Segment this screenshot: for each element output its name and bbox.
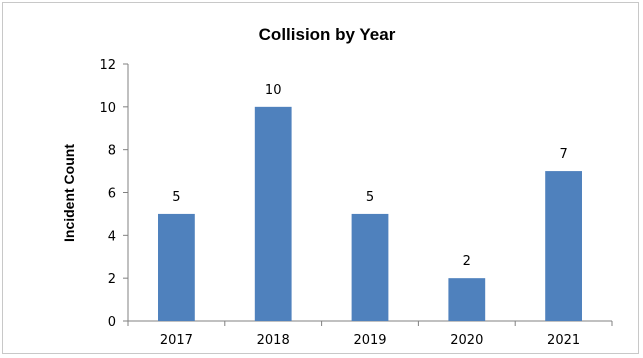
- x-tick-labels: 2017 2018 2019 2020 2021: [160, 333, 580, 348]
- bar: [254, 106, 292, 321]
- y-tick-label: 4: [108, 229, 116, 244]
- x-tick-label: 2020: [450, 333, 483, 348]
- chart-title: Collision by Year: [259, 25, 396, 44]
- data-label: 2: [463, 254, 471, 269]
- chart-frame: [2, 2, 639, 354]
- bars: [158, 106, 582, 321]
- y-axis-label: Incident Count: [61, 144, 77, 242]
- x-tick-label: 2021: [547, 333, 580, 348]
- y-tick-label: 8: [108, 144, 116, 159]
- y-tick-label: 12: [99, 58, 116, 73]
- bar: [448, 278, 486, 321]
- x-tick-label: 2019: [353, 333, 386, 348]
- y-tick-label: 2: [108, 272, 116, 287]
- data-label: 7: [559, 147, 567, 162]
- data-label: 10: [265, 83, 282, 98]
- y-tick-labels: 0 2 4 6 8 10 12: [99, 58, 116, 330]
- data-label: 5: [172, 190, 180, 205]
- x-tick-label: 2017: [160, 333, 193, 348]
- y-tick-label: 6: [108, 187, 116, 202]
- data-label: 5: [366, 190, 374, 205]
- bar: [545, 171, 582, 321]
- y-tick-label: 10: [99, 101, 116, 116]
- y-tick-label: 0: [108, 315, 116, 330]
- data-labels: 5 10 5 2 7: [172, 83, 567, 269]
- x-tick-label: 2018: [257, 333, 290, 348]
- bar: [351, 213, 389, 321]
- bar: [158, 213, 195, 321]
